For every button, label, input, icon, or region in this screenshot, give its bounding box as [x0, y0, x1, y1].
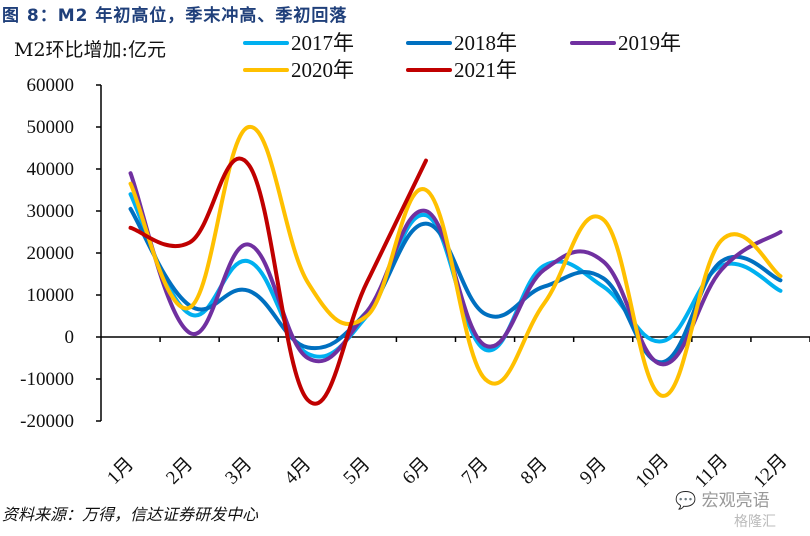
x-tick-label: 4月: [280, 454, 315, 489]
source-note: 资料来源：万得，信达证券研发中心: [2, 505, 259, 524]
y-tick-label: -20000: [20, 411, 74, 432]
watermark-text: 宏观亮语: [701, 491, 770, 511]
y-tick-label: 60000: [27, 75, 75, 96]
x-tick-label: 10月: [632, 450, 674, 492]
legend: 2017年 2018年 2019年 2020年 2021年: [243, 31, 681, 82]
legend-label: 2018年: [454, 31, 517, 55]
y-tick-label: 10000: [27, 285, 75, 306]
y-axis-label: M2环比增加:亿元: [14, 39, 166, 61]
x-tick-label: 7月: [458, 454, 493, 489]
axes: 60000 50000 40000 30000 20000 10000 0 -10000 -20…: [20, 75, 810, 492]
series-line-2019: [128, 171, 783, 367]
legend-label: 2021年: [454, 58, 517, 82]
series-line-2021: [128, 156, 428, 406]
y-tick-label: 40000: [27, 159, 75, 180]
legend-label: 2019年: [618, 31, 681, 55]
y-tick-label: 0: [65, 327, 75, 348]
x-tick-label: 6月: [399, 454, 434, 489]
wechat-icon: 💬: [675, 491, 697, 511]
y-tick-label: 50000: [27, 117, 75, 138]
x-tick-label: 9月: [576, 454, 611, 489]
legend-label: 2017年: [291, 31, 354, 55]
y-tick-label: -10000: [20, 369, 74, 390]
chart-title: 图 8：M2 年初高位，季末冲高、季初回落: [2, 6, 348, 26]
y-tick-label: 30000: [27, 201, 75, 222]
watermark-gelonghui: 格隆汇: [734, 514, 776, 530]
x-tick-label: 5月: [339, 454, 374, 489]
x-tick-label: 3月: [221, 454, 256, 489]
legend-label: 2020年: [291, 58, 354, 82]
x-tick-label: 1月: [103, 454, 138, 489]
series-lines: [128, 125, 783, 406]
x-tick-label: 2月: [162, 454, 197, 489]
series-line-2020: [128, 125, 783, 398]
watermark-wechat: 💬 宏观亮语: [675, 486, 770, 511]
series-line-2018: [128, 206, 783, 365]
x-tick-label: 8月: [517, 454, 552, 489]
y-tick-label: 20000: [27, 243, 75, 264]
